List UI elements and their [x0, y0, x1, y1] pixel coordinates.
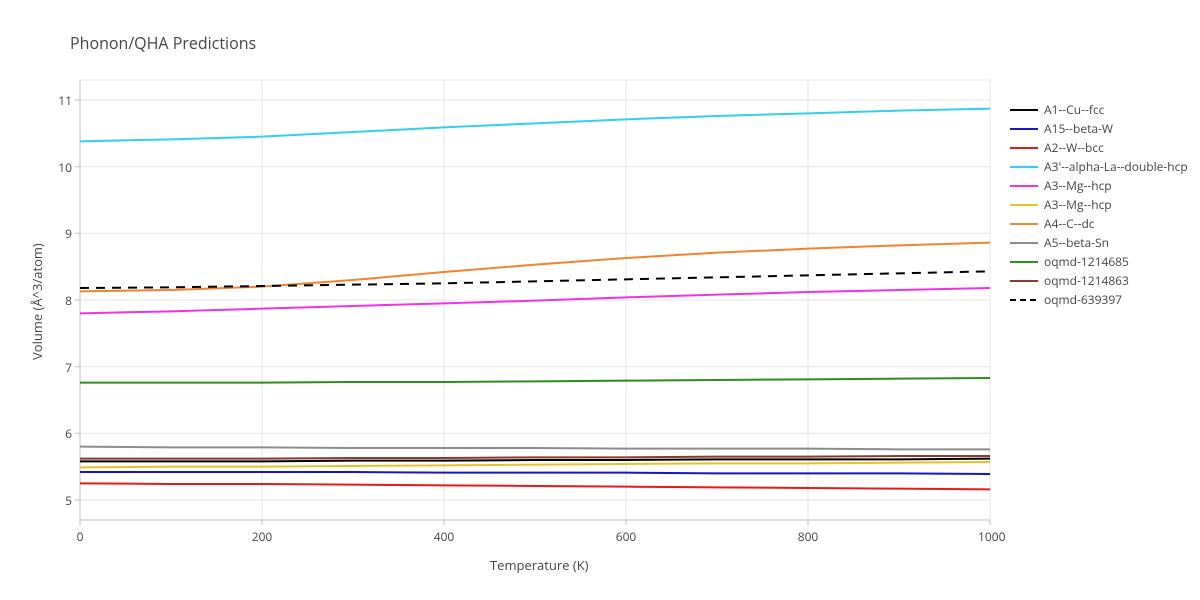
y-tick-label: 8	[48, 292, 72, 309]
y-tick-label: 7	[48, 359, 72, 376]
legend-label: A3--Mg--hcp	[1044, 196, 1112, 213]
legend-item[interactable]: A3'--alpha-La--double-hcp	[1010, 157, 1188, 176]
x-tick-label: 1000	[978, 528, 1002, 545]
legend-swatch	[1010, 104, 1038, 116]
legend-item[interactable]: oqmd-1214685	[1010, 252, 1188, 271]
legend-label: oqmd-1214863	[1044, 272, 1129, 289]
x-tick-label: 600	[614, 528, 638, 545]
legend-item[interactable]: A15--beta-W	[1010, 119, 1188, 138]
y-tick-label: 11	[48, 92, 72, 109]
x-tick-label: 400	[432, 528, 456, 545]
legend-item[interactable]: A3--Mg--hcp	[1010, 176, 1188, 195]
legend-item[interactable]: oqmd-1214863	[1010, 271, 1188, 290]
y-tick-label: 9	[48, 225, 72, 242]
legend-swatch	[1010, 180, 1038, 192]
x-tick-label: 0	[68, 528, 92, 545]
x-tick-label: 200	[250, 528, 274, 545]
legend-item[interactable]: A3--Mg--hcp	[1010, 195, 1188, 214]
legend-swatch	[1010, 294, 1038, 306]
y-tick-label: 5	[48, 492, 72, 509]
legend-swatch	[1010, 123, 1038, 135]
legend-item[interactable]: A5--beta-Sn	[1010, 233, 1188, 252]
legend-swatch	[1010, 199, 1038, 211]
legend-label: A3--Mg--hcp	[1044, 177, 1112, 194]
legend-item[interactable]: A2--W--bcc	[1010, 138, 1188, 157]
legend-label: oqmd-1214685	[1044, 253, 1129, 270]
legend-swatch	[1010, 275, 1038, 287]
chart-legend: A1--Cu--fcc A15--beta-W A2--W--bcc A3'--alp…	[1010, 100, 1188, 309]
legend-swatch	[1010, 256, 1038, 268]
y-tick-label: 6	[48, 425, 72, 442]
x-tick-label: 800	[796, 528, 820, 545]
legend-label: A3'--alpha-La--double-hcp	[1044, 158, 1188, 175]
legend-label: A5--beta-Sn	[1044, 234, 1109, 251]
legend-swatch	[1010, 237, 1038, 249]
legend-label: oqmd-639397	[1044, 291, 1122, 308]
legend-label: A1--Cu--fcc	[1044, 101, 1104, 118]
legend-label: A2--W--bcc	[1044, 139, 1104, 156]
legend-item[interactable]: A1--Cu--fcc	[1010, 100, 1188, 119]
legend-item[interactable]: A4--C--dc	[1010, 214, 1188, 233]
legend-swatch	[1010, 218, 1038, 230]
legend-item[interactable]: oqmd-639397	[1010, 290, 1188, 309]
y-tick-label: 10	[48, 159, 72, 176]
legend-swatch	[1010, 161, 1038, 173]
legend-label: A4--C--dc	[1044, 215, 1095, 232]
legend-label: A15--beta-W	[1044, 120, 1113, 137]
legend-swatch	[1010, 142, 1038, 154]
